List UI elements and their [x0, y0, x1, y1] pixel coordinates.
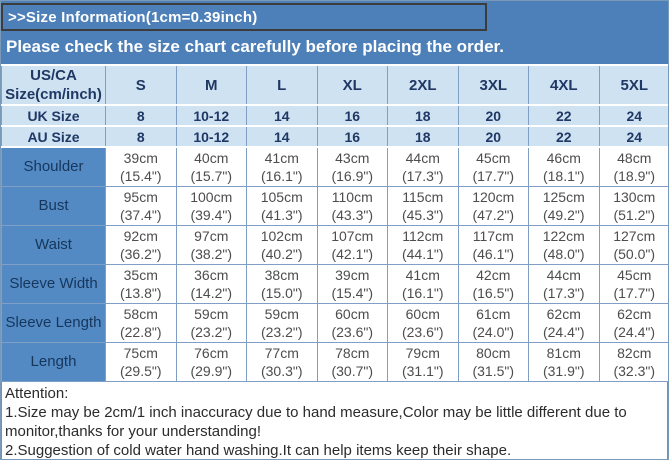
attention-section: Attention: 1.Size may be 2cm/1 inch inac…: [1, 381, 668, 459]
measurement-cell: 92cm (36.2"): [105, 224, 177, 265]
measurement-cell: 110cm (43.3"): [316, 185, 388, 226]
measurement-cell: 122cm (48.0"): [528, 224, 600, 265]
header-size-l: L: [246, 64, 318, 106]
uk-size-value: 20: [457, 104, 529, 127]
attention-note-1: 1.Size may be 2cm/1 inch inaccuracy due …: [5, 403, 627, 440]
uk-size-value: 10-12: [175, 104, 247, 127]
measurement-cell: 117cm (46.1"): [457, 224, 529, 265]
measurement-cell: 42cm (16.5"): [457, 263, 529, 304]
table-row-au-size: AU Size 8 10-12 14 16 18 20 22 24: [1, 125, 668, 148]
au-size-value: 22: [528, 125, 600, 148]
uk-size-value: 24: [598, 104, 668, 127]
measurement-cell: 77cm (30.3"): [246, 341, 318, 382]
table-row-shoulder: Shoulder 39cm (15.4") 40cm (15.7") 41cm …: [1, 146, 668, 187]
banner: >>Size Information(1cm=0.39inch) Please …: [1, 1, 668, 64]
header-size-2xl: 2XL: [387, 64, 459, 106]
header-size-3xl: 3XL: [457, 64, 529, 106]
au-size-label: AU Size: [1, 125, 106, 148]
measurement-cell: 100cm (39.4"): [175, 185, 247, 226]
measurement-cell: 36cm (14.2"): [175, 263, 247, 304]
measurement-cell: 44cm (17.3"): [528, 263, 600, 304]
measurement-cell: 38cm (15.0"): [246, 263, 318, 304]
measurement-cell: 97cm (38.2"): [175, 224, 247, 265]
table-row-sleeve-length: Sleeve Length 58cm (22.8") 59cm (23.2") …: [1, 302, 668, 343]
measurement-cell: 112cm (44.1"): [387, 224, 459, 265]
measurement-cell: 82cm (32.3"): [598, 341, 668, 382]
header-size-5xl: 5XL: [598, 64, 668, 106]
measurement-cell: 62cm (24.4"): [598, 302, 668, 343]
measurement-cell: 40cm (15.7"): [175, 146, 247, 187]
measurement-cell: 43cm (16.9"): [316, 146, 388, 187]
measurement-cell: 59cm (23.2"): [175, 302, 247, 343]
measurement-cell: 79cm (31.1"): [387, 341, 459, 382]
au-size-value: 10-12: [175, 125, 247, 148]
row-label-sleeve-length: Sleeve Length: [1, 302, 106, 343]
measurement-cell: 48cm (18.9"): [598, 146, 668, 187]
measurement-cell: 35cm (13.8"): [105, 263, 177, 304]
attention-heading: Attention:: [5, 384, 69, 402]
measurement-cell: 80cm (31.5"): [457, 341, 529, 382]
au-size-value: 18: [387, 125, 459, 148]
header-size-4xl: 4XL: [528, 64, 600, 106]
measurement-cell: 58cm (22.8"): [105, 302, 177, 343]
measurement-cell: 60cm (23.6"): [387, 302, 459, 343]
size-chart-warning: Please check the size chart carefully be…: [6, 37, 504, 56]
au-size-value: 24: [598, 125, 668, 148]
uk-size-value: 16: [316, 104, 388, 127]
table-row-sleeve-width: Sleeve Width 35cm (13.8") 36cm (14.2") 3…: [1, 263, 668, 304]
row-label-shoulder: Shoulder: [1, 146, 106, 187]
row-label-length: Length: [1, 341, 106, 382]
measurement-cell: 127cm (50.0"): [598, 224, 668, 265]
measurement-cell: 125cm (49.2"): [528, 185, 600, 226]
measurement-cell: 115cm (45.3"): [387, 185, 459, 226]
uk-size-value: 18: [387, 104, 459, 127]
measurement-cell: 45cm (17.7"): [457, 146, 529, 187]
measurement-cell: 45cm (17.7"): [598, 263, 668, 304]
measurement-cell: 78cm (30.7"): [316, 341, 388, 382]
measurement-cell: 60cm (23.6"): [316, 302, 388, 343]
row-label-waist: Waist: [1, 224, 106, 265]
measurement-cell: 105cm (41.3"): [246, 185, 318, 226]
au-size-value: 8: [105, 125, 177, 148]
measurement-cell: 41cm (16.1"): [387, 263, 459, 304]
measurement-cell: 59cm (23.2"): [246, 302, 318, 343]
measurement-cell: 41cm (16.1"): [246, 146, 318, 187]
measurement-cell: 102cm (40.2"): [246, 224, 318, 265]
table-row-bust: Bust 95cm (37.4") 100cm (39.4") 105cm (4…: [1, 185, 668, 226]
measurement-cell: 76cm (29.9"): [175, 341, 247, 382]
measurement-cell: 44cm (17.3"): [387, 146, 459, 187]
header-size-m: M: [175, 64, 247, 106]
measurement-cell: 46cm (18.1"): [528, 146, 600, 187]
uk-size-value: 8: [105, 104, 177, 127]
table-row-length: Length 75cm (29.5") 76cm (29.9") 77cm (3…: [1, 341, 668, 382]
row-label-bust: Bust: [1, 185, 106, 226]
measurement-cell: 39cm (15.4"): [105, 146, 177, 187]
table-row-waist: Waist 92cm (36.2") 97cm (38.2") 102cm (4…: [1, 224, 668, 265]
au-size-value: 20: [457, 125, 529, 148]
measurement-cell: 75cm (29.5"): [105, 341, 177, 382]
attention-note-2: 2.Suggestion of cold water hand washing.…: [5, 441, 512, 459]
measurement-cell: 39cm (15.4"): [316, 263, 388, 304]
measurement-cell: 120cm (47.2"): [457, 185, 529, 226]
uk-size-label: UK Size: [1, 104, 106, 127]
size-information-title: >>Size Information(1cm=0.39inch): [1, 3, 487, 31]
measurement-cell: 95cm (37.4"): [105, 185, 177, 226]
header-size-xl: XL: [316, 64, 388, 106]
measurement-cell: 130cm (51.2"): [598, 185, 668, 226]
table-row-uk-size: UK Size 8 10-12 14 16 18 20 22 24: [1, 104, 668, 127]
au-size-value: 16: [316, 125, 388, 148]
size-table: US/CA Size(cm/inch) S M L XL 2XL 3XL 4XL…: [1, 64, 668, 382]
measurement-cell: 107cm (42.1"): [316, 224, 388, 265]
au-size-value: 14: [246, 125, 318, 148]
uk-size-value: 22: [528, 104, 600, 127]
row-label-sleeve-width: Sleeve Width: [1, 263, 106, 304]
measurement-cell: 61cm (24.0"): [457, 302, 529, 343]
measurement-cell: 81cm (31.9"): [528, 341, 600, 382]
measurement-cell: 62cm (24.4"): [528, 302, 600, 343]
uk-size-value: 14: [246, 104, 318, 127]
header-size-s: S: [105, 64, 177, 106]
header-us-ca-size: US/CA Size(cm/inch): [1, 64, 106, 106]
table-row-size-header: US/CA Size(cm/inch) S M L XL 2XL 3XL 4XL…: [1, 64, 668, 106]
